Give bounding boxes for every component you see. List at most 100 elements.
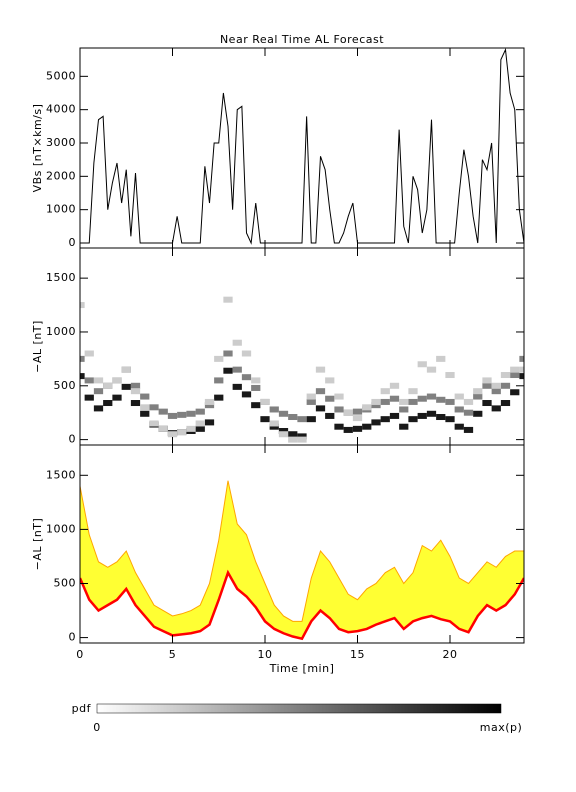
density-cell (177, 429, 187, 436)
density-cell (177, 411, 187, 418)
density-cell (241, 391, 252, 398)
density-cell (334, 423, 344, 430)
x-tick-label: 20 (443, 648, 458, 661)
y-tick-label: 5000 (46, 69, 76, 82)
density-cell (426, 393, 437, 400)
density-cell (306, 398, 316, 405)
density-cell (84, 394, 94, 401)
density-cell (306, 416, 316, 423)
density-cell (140, 410, 150, 417)
density-cell (130, 382, 141, 389)
density-cell (473, 393, 483, 400)
density-cell (500, 400, 511, 407)
density-cell (80, 373, 85, 380)
density-cell (112, 394, 122, 401)
density-cell (362, 423, 372, 430)
colorbar-max: max(p) (480, 721, 523, 734)
upper-line (80, 480, 524, 622)
density-cell (158, 408, 168, 415)
density-cell (445, 398, 455, 405)
density-cell (214, 355, 224, 362)
density-cell (80, 302, 85, 309)
density-cell (121, 366, 131, 373)
density-cell (426, 410, 437, 417)
density-cell (315, 388, 326, 395)
density-cell (500, 372, 511, 379)
colorbar (96, 703, 502, 714)
x-axis-label: Time [min] (269, 662, 335, 675)
density-cell (251, 402, 261, 409)
density-cell (334, 406, 344, 413)
y-tick-label: 4000 (46, 103, 76, 116)
density-cell (399, 406, 409, 413)
density-cell (121, 383, 131, 390)
density-cell (510, 366, 520, 373)
density-cell (186, 410, 196, 417)
density-cell (473, 388, 483, 395)
data-line (80, 48, 524, 245)
density-cell (445, 372, 455, 379)
density-cell (408, 388, 418, 395)
y-tick-label: 500 (54, 379, 77, 392)
density-cell (130, 388, 141, 395)
density-cell (463, 409, 474, 416)
density-cell (380, 388, 390, 395)
y-axis-label: VBs [nT×km/s] (31, 104, 44, 193)
density-cell (232, 383, 242, 390)
density-cell (334, 393, 344, 400)
density-cell (223, 367, 233, 374)
y-tick-label: 0 (69, 433, 77, 446)
density-cell (389, 395, 400, 402)
density-cell (288, 414, 298, 421)
density-cell (149, 404, 159, 411)
density-cell (510, 372, 520, 379)
density-cell (297, 433, 307, 440)
density-cell (380, 398, 390, 405)
density-cell (352, 415, 363, 422)
density-cell (103, 382, 113, 389)
density-cell (278, 431, 289, 438)
density-cell (491, 405, 501, 412)
density-cell (343, 426, 353, 433)
density-cell (371, 398, 381, 405)
density-cell (195, 420, 205, 427)
density-cell (417, 361, 427, 368)
density-cell (84, 350, 94, 357)
density-cell (408, 398, 418, 405)
density-cell (491, 382, 501, 389)
density-cell (204, 402, 215, 409)
density-cell (130, 400, 141, 407)
chart-title: Near Real Time AL Forecast (220, 33, 384, 46)
density-cell (362, 404, 372, 411)
density-cell (260, 416, 270, 423)
y-tick-label: 1000 (46, 203, 76, 216)
density-cell (482, 400, 492, 407)
density-cell (288, 431, 298, 438)
density-cell (223, 350, 233, 357)
density-cell (167, 431, 178, 438)
density-cell (269, 406, 279, 413)
x-tick-label: 10 (258, 648, 273, 661)
density-cell (297, 436, 307, 443)
density-cell (445, 416, 455, 423)
density-cell (251, 384, 261, 391)
density-cell (389, 412, 400, 419)
density-cell (371, 402, 381, 409)
density-cell (454, 393, 464, 400)
forecast-band (80, 480, 524, 639)
density-cell (232, 366, 242, 373)
y-axis-label: −AL [nT] (31, 518, 44, 571)
density-cell (112, 377, 122, 384)
density-cell (482, 377, 492, 384)
y-axis-label: −AL [nT] (31, 320, 44, 373)
density-cell (417, 395, 427, 402)
density-cell (315, 366, 326, 373)
density-cell (186, 425, 196, 432)
density-cell (241, 350, 252, 357)
density-cell (519, 366, 524, 373)
density-cell (463, 398, 474, 405)
density-cell (278, 410, 289, 417)
density-cell (195, 425, 205, 432)
density-cell (343, 409, 353, 416)
density-cell (204, 419, 215, 426)
